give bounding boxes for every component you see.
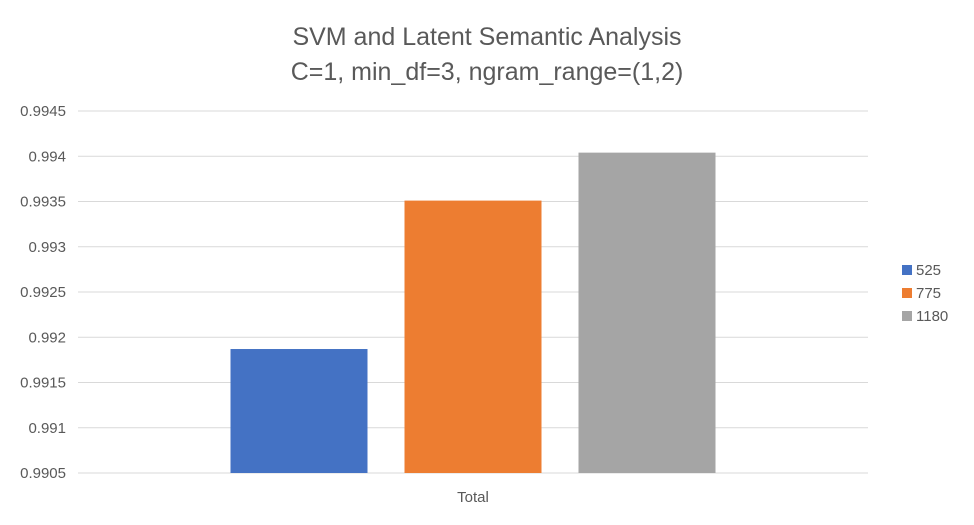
legend-swatch-775 xyxy=(902,288,912,298)
bars xyxy=(230,152,716,473)
chart-title: SVM and Latent Semantic Analysis xyxy=(292,23,681,51)
bar-775 xyxy=(404,200,542,473)
y-tick-label: 0.9905 xyxy=(20,465,66,482)
chart-subtitle: C=1, min_df=3, ngram_range=(1,2) xyxy=(291,58,684,86)
bar-1180 xyxy=(578,152,716,473)
y-tick-label: 0.991 xyxy=(28,420,66,437)
bar-525 xyxy=(230,349,368,473)
legend-swatch-525 xyxy=(902,265,912,275)
y-tick-label: 0.993 xyxy=(28,239,66,256)
y-tick-label: 0.992 xyxy=(28,329,66,346)
legend-label-775: 775 xyxy=(916,285,941,302)
y-tick-label: 0.9915 xyxy=(20,375,66,392)
x-tick-label: Total xyxy=(457,489,489,506)
y-axis-ticks: 0.9905 0.991 0.9915 0.992 0.9925 0.993 0.9935 0… xyxy=(20,103,66,482)
y-tick-label: 0.9945 xyxy=(20,103,66,120)
y-tick-label: 0.9925 xyxy=(20,284,66,301)
legend-label-1180: 1180 xyxy=(916,308,948,325)
x-axis-ticks: Total xyxy=(457,489,489,506)
legend-swatch-1180 xyxy=(902,311,912,321)
y-tick-label: 0.9935 xyxy=(20,194,66,211)
y-tick-label: 0.994 xyxy=(28,148,66,165)
legend: 525 775 1180 xyxy=(902,262,948,325)
legend-label-525: 525 xyxy=(916,262,941,279)
